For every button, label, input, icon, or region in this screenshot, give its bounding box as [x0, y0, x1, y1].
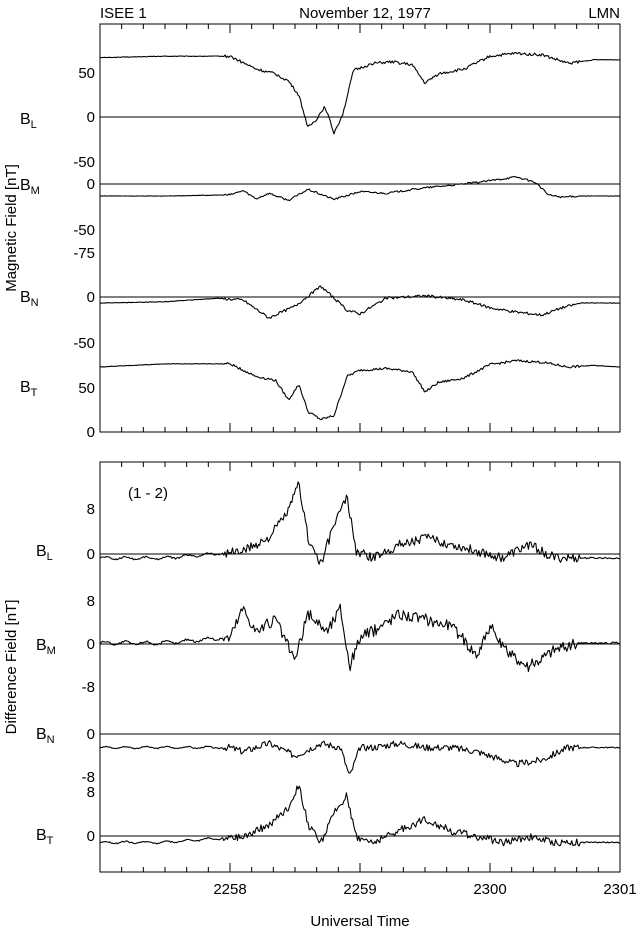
x-tick-label-2258: 2258	[213, 881, 246, 898]
bt-tick-label: 50	[78, 380, 95, 397]
bl-label: BL	[20, 111, 37, 131]
diff-bn-tick-label: -8	[82, 769, 95, 786]
diff-bl-series-line	[99, 481, 621, 565]
bt-label: BT	[20, 379, 38, 399]
diff-bn-series-line	[99, 740, 621, 774]
diff-bt-label: BT	[36, 827, 54, 847]
bl-tick-label: 0	[87, 109, 95, 126]
diff-bl-label: BL	[36, 543, 53, 563]
diff-bt-tick-label: 8	[87, 784, 95, 801]
diff-bm-label: BM	[36, 637, 56, 657]
bn-label: BN	[20, 289, 39, 309]
x-axis-title: Universal Time	[310, 913, 409, 930]
bt-tick-label: 0	[87, 424, 95, 441]
bl-tick-label: 50	[78, 65, 95, 82]
x-tick-marks	[99, 24, 621, 872]
bn-tick-label: 0	[87, 289, 95, 306]
bn-tick-label: -75	[73, 245, 95, 262]
x-tick-label-2259: 2259	[343, 881, 376, 898]
x-tick-label-2300: 2300	[473, 881, 506, 898]
diff-bm-tick-label: 0	[87, 636, 95, 653]
x-tick-label-2301: 2301	[603, 881, 636, 898]
diff-bl-tick-label: 8	[87, 501, 95, 518]
bm-label: BM	[20, 177, 40, 197]
bm-tick-label: -50	[73, 222, 95, 239]
header-center: November 12, 1977	[299, 5, 431, 22]
diff-bn-label: BN	[36, 726, 55, 746]
diff-bt-series-line	[99, 785, 620, 847]
difference-note: (1 - 2)	[128, 485, 168, 502]
diff-bm-tick-label: -8	[82, 679, 95, 696]
lower-y-axis-title: Difference Field [nT]	[3, 600, 20, 735]
upper-y-axis-title: Magnetic Field [nT]	[3, 164, 20, 292]
header-right: LMN	[588, 5, 620, 22]
bm-tick-label: -50	[73, 154, 95, 171]
bm-tick-label: 0	[87, 176, 95, 193]
diff-bm-tick-label: 8	[87, 593, 95, 610]
diff-bm-series-line	[99, 603, 621, 673]
bt-series-line	[99, 359, 621, 421]
bm-series-line	[99, 175, 621, 202]
bn-series-line	[99, 285, 620, 319]
bn-tick-label: -50	[73, 335, 95, 352]
bl-series-line	[99, 51, 621, 135]
diff-bt-tick-label: 0	[87, 828, 95, 845]
lower-panel-frame	[99, 461, 621, 873]
diff-bn-tick-label: 0	[87, 726, 95, 743]
diff-bl-tick-label: 0	[87, 546, 95, 563]
header-left: ISEE 1	[100, 5, 147, 22]
